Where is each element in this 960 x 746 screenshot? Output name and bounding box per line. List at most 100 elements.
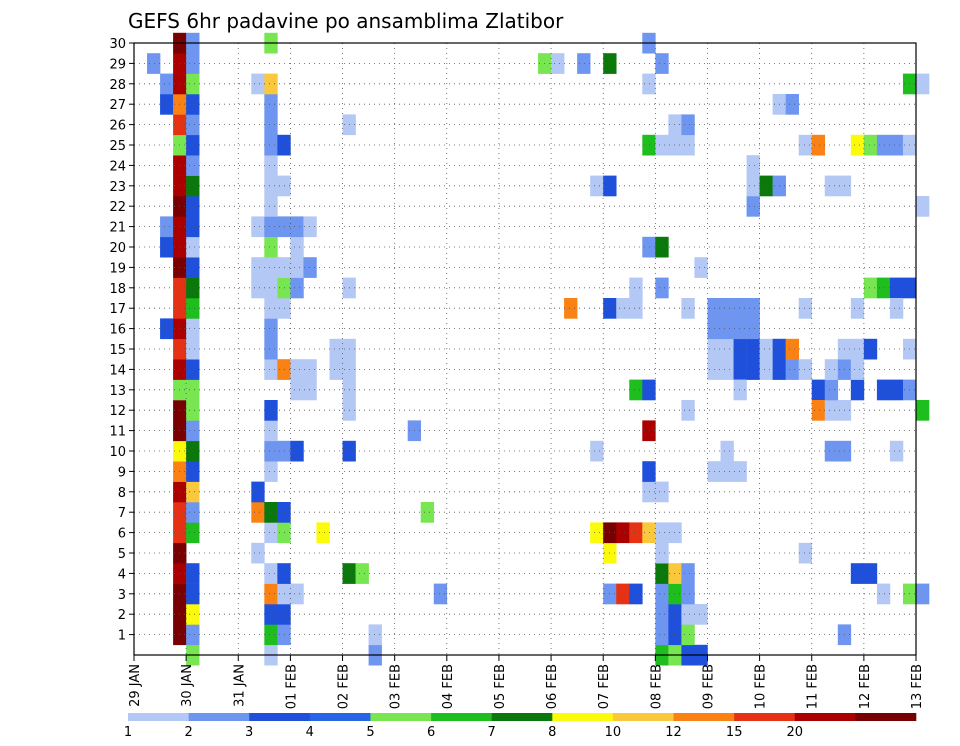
heatmap-cell [264,522,278,544]
heatmap-cell [186,114,200,136]
heatmap-cell [264,155,278,176]
heatmap-cell [655,134,669,156]
heatmap-cell [681,400,695,421]
heatmap-cell [720,298,734,319]
x-tick-label: 04 FEB [441,664,456,709]
heatmap-cell [290,216,304,238]
heatmap-cell [785,338,799,360]
heatmap-cell [264,277,278,299]
y-tick-label: 30 [109,37,126,52]
heatmap-cell [186,440,200,462]
heatmap-cell [160,73,174,95]
heatmap-cell [186,196,200,217]
heatmap-cell [251,502,265,523]
heatmap-cell [264,257,278,278]
heatmap-cell [655,583,669,605]
heatmap-cell [303,379,317,401]
heatmap-cell [824,359,839,380]
heatmap-cell [681,563,695,584]
heatmap-cell [290,440,304,462]
heatmap-cell [186,604,200,625]
heatmap-cell [642,420,656,442]
y-tick-label: 15 [109,343,126,358]
heatmap-cell [186,73,200,95]
heatmap-cell [186,420,200,442]
y-tick-label: 17 [109,302,126,317]
y-tick-label: 19 [109,261,126,276]
heatmap-cell [264,440,278,462]
heatmap-cell [759,175,773,197]
y-tick-label: 11 [109,425,126,440]
heatmap-cell [186,277,200,299]
heatmap-cell [186,134,200,156]
heatmap-cell [655,277,669,299]
x-tick-label: 31 JAN [232,664,247,707]
y-tick-label: 10 [109,445,126,460]
x-tick-label: 10 FEB [754,664,769,709]
y-tick-label: 24 [109,159,126,174]
heatmap-cell [850,563,865,584]
heatmap-cell [746,196,760,217]
heatmap-cell [186,53,200,74]
heatmap-cell [642,73,656,95]
heatmap-cell [798,134,813,156]
heatmap-cell [264,236,278,258]
heatmap-cell [642,379,656,401]
y-tick-label: 3 [118,588,126,603]
heatmap-cell [850,298,865,319]
y-tick-label: 14 [109,363,126,378]
heatmap-cell [368,624,382,646]
heatmap-cell [655,53,669,74]
heatmap-cell [733,379,747,401]
heatmap-cell [746,298,760,319]
heatmap-cell [889,277,904,299]
y-tick-label: 21 [109,221,126,236]
heatmap-cell [668,563,682,584]
colorbar-swatch [128,713,189,721]
heatmap-cell [186,461,200,482]
x-tick-label: 01 FEB [284,664,299,709]
heatmap-cell [850,134,865,156]
heatmap-cell [642,236,656,258]
heatmap-cell [264,583,278,605]
heatmap-cell [655,236,669,258]
heatmap-cell [733,359,747,380]
colorbar-label: 4 [306,725,314,740]
heatmap-cell [264,420,278,442]
heatmap-cell [264,175,278,197]
heatmap-cell [850,379,865,401]
x-tick-label: 29 JAN [128,664,143,707]
colorbar-label: 12 [665,725,682,740]
heatmap-cell [264,338,278,360]
heatmap-cell [811,400,826,421]
colorbar-swatch [734,713,796,721]
heatmap-cell [290,359,304,380]
heatmap-cell [916,400,930,421]
heatmap-cell [746,318,760,340]
colorbar-swatch [249,713,311,721]
heatmap-cell [785,94,799,115]
heatmap-cell [916,583,930,605]
heatmap-cell [616,583,630,605]
heatmap-cell [303,216,317,238]
heatmap-cell [916,196,930,217]
heatmap-cell [290,277,304,299]
heatmap-cell [811,379,826,401]
y-tick-label: 20 [109,241,126,256]
heatmap-cell [264,502,278,523]
heatmap-cell [681,114,695,136]
heatmap-cell [264,114,278,136]
heatmap-cell [655,604,669,625]
colorbar-swatch [552,713,614,721]
heatmap-cell [863,134,878,156]
heatmap-cell [186,624,200,646]
colorbar-label: 15 [726,725,743,740]
heatmap-cell [264,604,278,625]
heatmap-cell [876,134,891,156]
x-tick-label: 13 FEB [910,664,925,709]
heatmap-cell [681,624,695,646]
heatmap-cell [355,563,369,584]
heatmap-cell [616,522,630,544]
heatmap-cell [668,624,682,646]
